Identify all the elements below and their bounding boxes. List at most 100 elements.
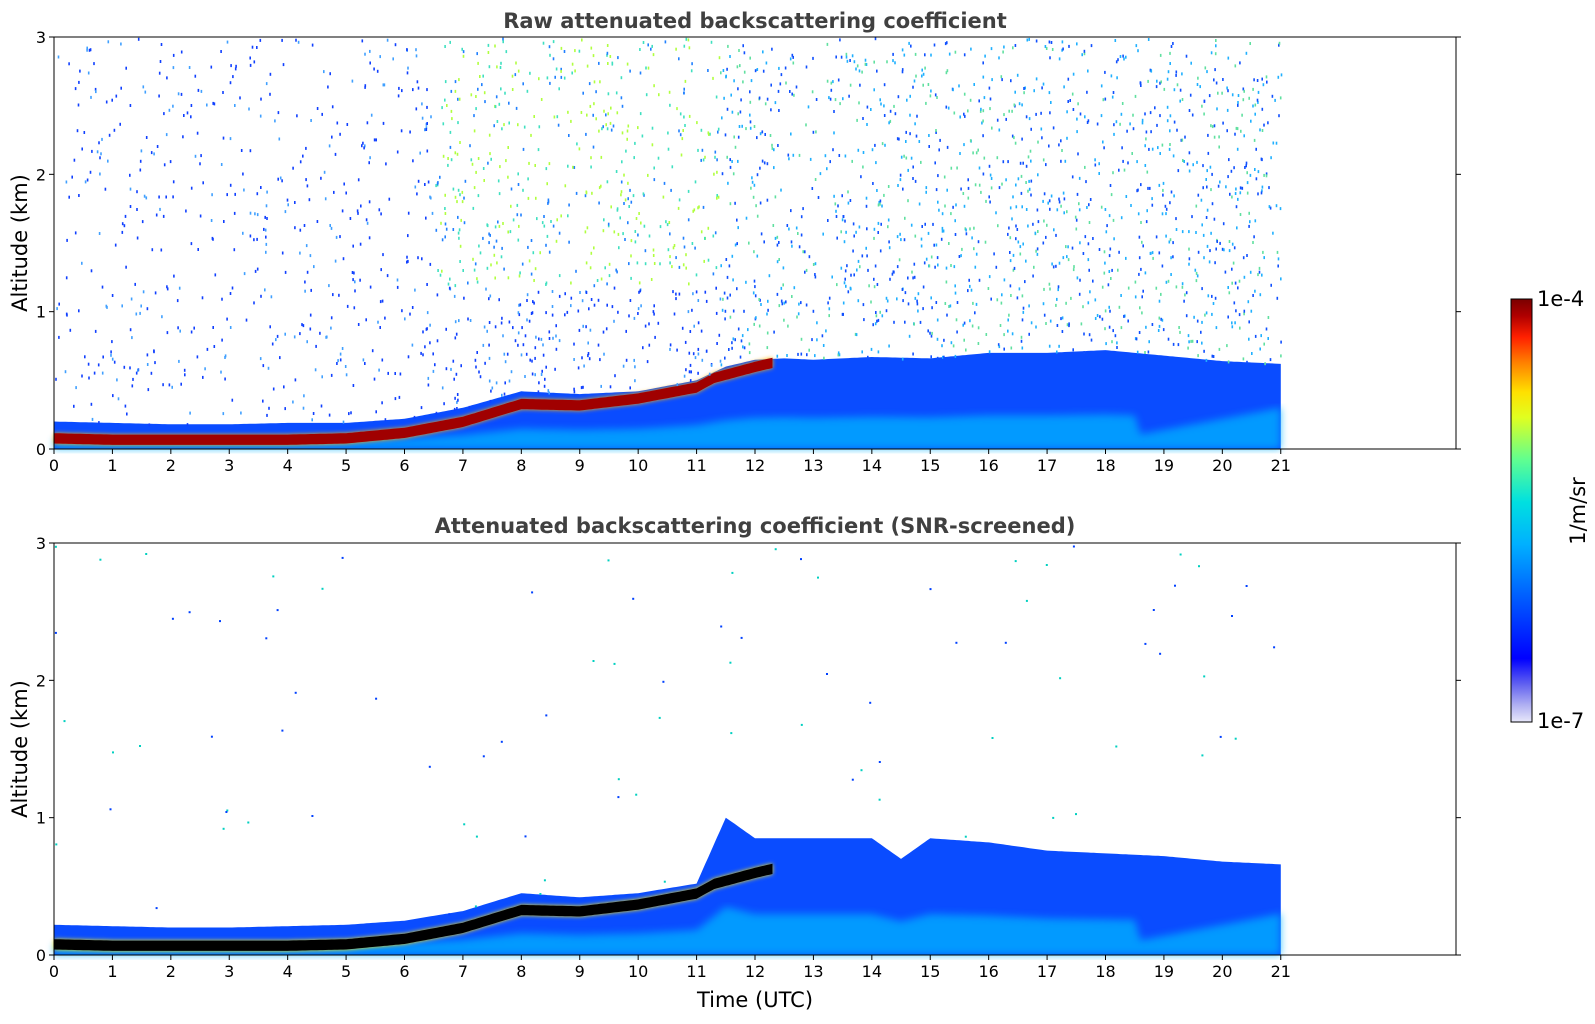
noise-speck	[54, 631, 57, 634]
noise-speck	[828, 296, 831, 300]
noise-speck	[224, 354, 227, 358]
noise-speck	[546, 182, 548, 186]
noise-speck	[935, 301, 938, 304]
noise-speck	[1085, 180, 1087, 184]
noise-speck	[1111, 268, 1113, 272]
noise-speck	[871, 148, 874, 152]
noise-speck	[1234, 64, 1237, 68]
noise-speck	[397, 94, 400, 98]
noise-speck	[636, 261, 639, 265]
noise-speck	[771, 143, 773, 147]
noise-speck	[1032, 222, 1034, 226]
noise-speck	[1248, 224, 1250, 228]
noise-speck	[158, 71, 161, 75]
noise-speck	[849, 83, 852, 87]
noise-speck	[330, 326, 332, 330]
noise-speck	[1036, 247, 1039, 251]
noise-speck	[434, 363, 436, 367]
noise-speck	[857, 299, 860, 303]
noise-speck	[835, 215, 838, 218]
noise-speck	[814, 273, 816, 276]
noise-speck	[791, 295, 793, 298]
noise-speck	[876, 69, 878, 73]
noise-speck	[1210, 124, 1212, 128]
noise-speck	[293, 335, 296, 339]
noise-speck	[249, 63, 252, 67]
noise-speck	[1254, 289, 1256, 293]
noise-speck	[1226, 129, 1228, 133]
noise-speck	[235, 64, 237, 68]
noise-speck	[441, 238, 444, 242]
noise-speck	[832, 148, 834, 152]
noise-speck	[449, 277, 451, 281]
noise-speck	[904, 320, 906, 324]
noise-speck	[736, 287, 738, 291]
noise-speck	[1067, 258, 1070, 262]
noise-speck	[320, 404, 323, 408]
noise-speck	[950, 341, 953, 345]
noise-speck	[281, 179, 283, 183]
noise-speck	[593, 102, 595, 106]
noise-speck	[1058, 143, 1060, 147]
noise-speck	[790, 132, 792, 136]
noise-speck	[146, 307, 149, 311]
noise-speck	[1205, 358, 1208, 362]
noise-speck	[1061, 48, 1063, 52]
noise-speck	[1167, 70, 1170, 74]
noise-speck	[941, 226, 944, 230]
noise-speck	[705, 299, 708, 303]
noise-speck	[1011, 134, 1014, 138]
noise-speck	[737, 159, 739, 163]
noise-speck	[456, 200, 458, 204]
noise-speck	[1107, 283, 1110, 287]
noise-speck	[1258, 266, 1261, 270]
noise-speck	[697, 206, 699, 210]
noise-speck	[448, 286, 451, 290]
noise-speck	[1102, 98, 1105, 102]
noise-speck	[630, 239, 633, 243]
noise-speck	[1062, 191, 1065, 195]
noise-speck	[936, 256, 939, 260]
noise-speck	[849, 199, 852, 202]
noise-speck	[1003, 278, 1006, 282]
noise-speck	[971, 236, 973, 240]
noise-speck	[847, 290, 850, 294]
noise-speck	[528, 161, 530, 165]
noise-speck	[426, 327, 428, 331]
noise-speck	[308, 198, 311, 202]
noise-speck	[276, 609, 279, 612]
noise-speck	[922, 72, 925, 76]
noise-speck	[346, 123, 349, 126]
noise-speck	[644, 249, 647, 253]
noise-speck	[662, 195, 665, 199]
noise-speck	[412, 88, 414, 92]
noise-speck	[908, 334, 911, 338]
noise-speck	[1169, 129, 1171, 133]
noise-speck	[467, 281, 469, 285]
noise-speck	[995, 211, 997, 215]
noise-speck	[58, 302, 60, 306]
noise-speck	[598, 186, 601, 190]
noise-speck	[700, 329, 703, 333]
noise-speck	[677, 206, 680, 210]
noise-speck	[856, 64, 859, 68]
noise-speck	[489, 152, 491, 156]
noise-speck	[522, 82, 524, 86]
noise-speck	[1043, 192, 1046, 196]
noise-speck	[522, 343, 525, 347]
noise-speck	[552, 57, 555, 61]
noise-speck	[369, 156, 371, 160]
noise-speck	[226, 193, 228, 197]
noise-speck	[265, 242, 268, 246]
noise-speck	[530, 312, 533, 315]
noise-speck	[1243, 89, 1245, 93]
noise-speck	[531, 359, 533, 363]
noise-speck	[952, 344, 955, 348]
noise-speck	[378, 368, 380, 372]
noise-speck	[814, 178, 817, 181]
noise-speck	[991, 126, 993, 130]
noise-speck	[1185, 291, 1188, 295]
noise-speck	[1056, 324, 1059, 327]
noise-speck	[1197, 354, 1199, 358]
x-tick-label: 16	[978, 962, 998, 981]
